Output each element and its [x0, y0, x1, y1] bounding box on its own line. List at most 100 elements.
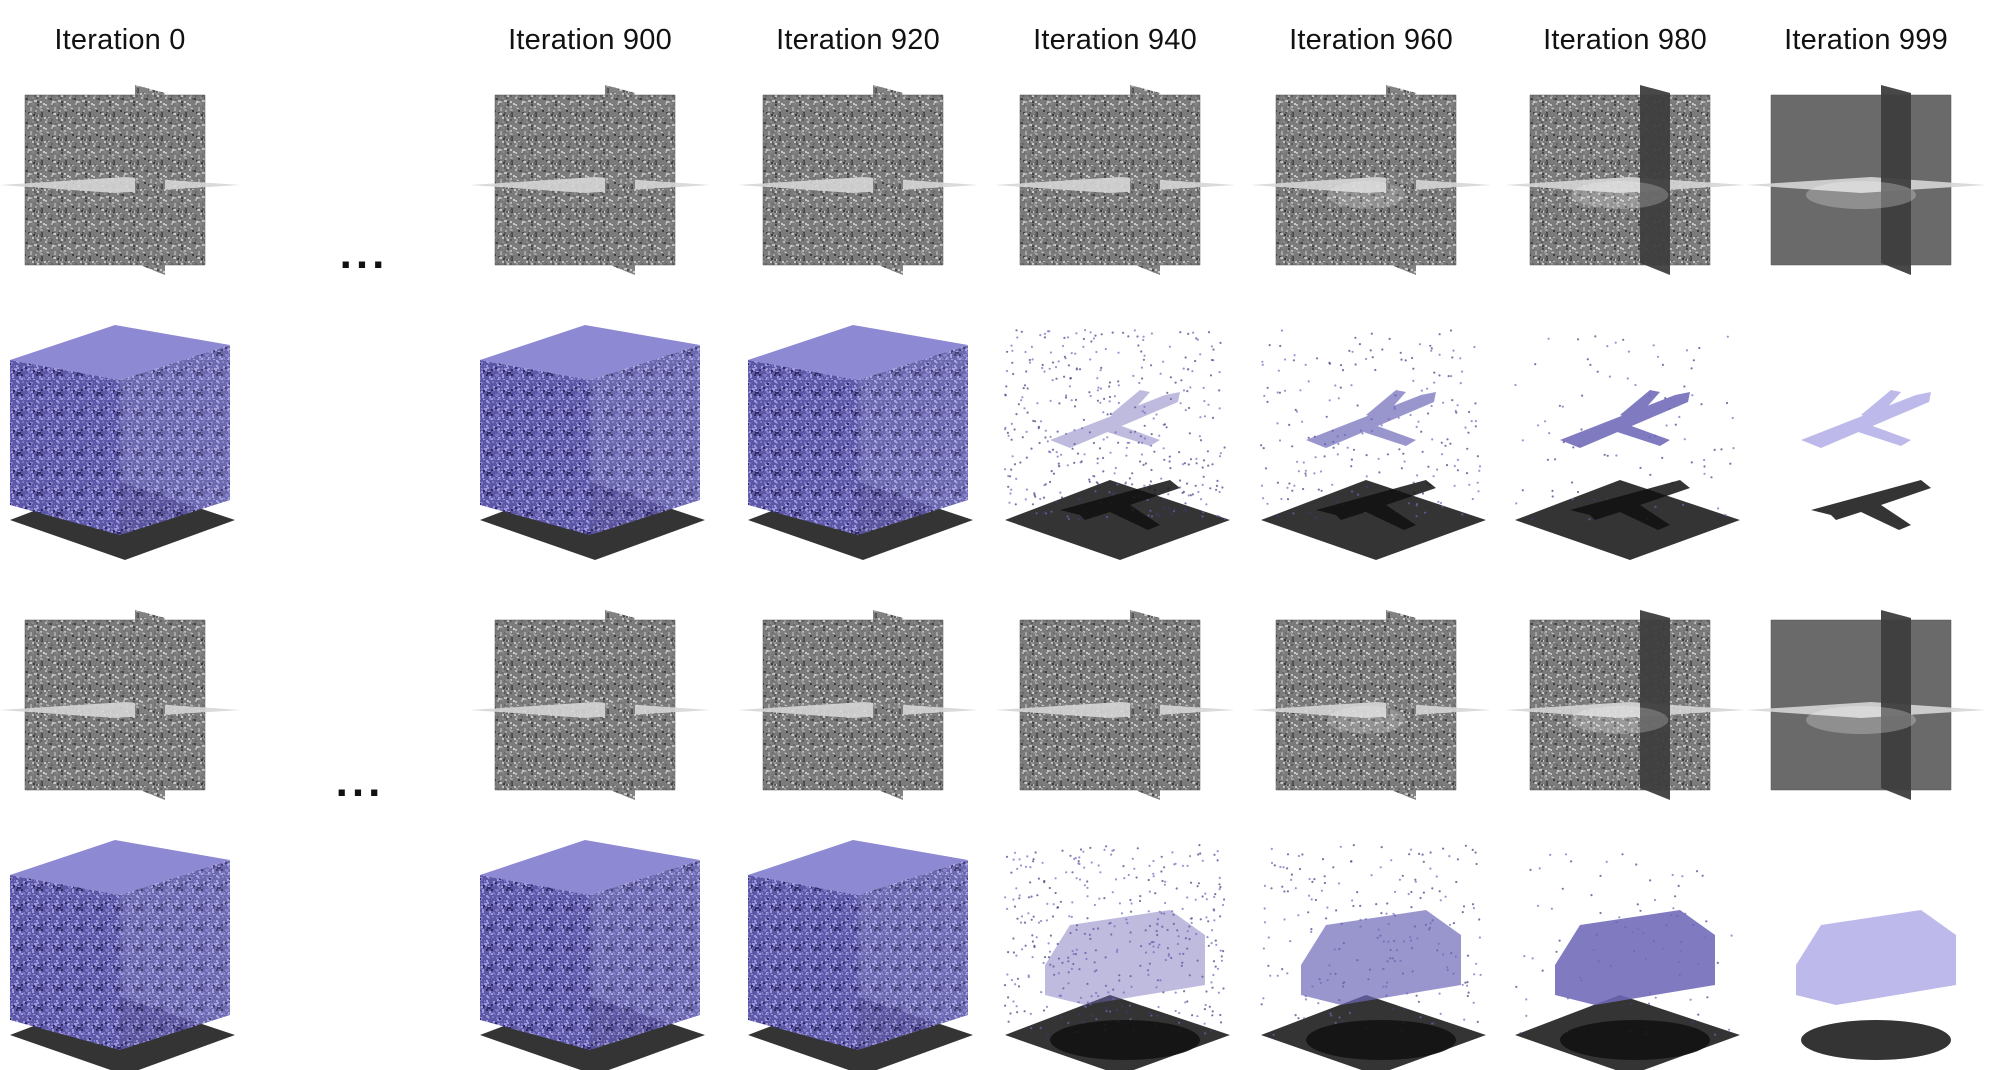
- slice-plane-front: [1386, 610, 1416, 800]
- airplane-shadow: [1060, 480, 1180, 530]
- cell-slices-airplane-1: [465, 85, 715, 320]
- cell-points-airplane-3: [990, 320, 1240, 560]
- van-shape: [1301, 910, 1461, 1005]
- slice-plane-horizontal: [738, 702, 978, 718]
- column-label-iteration-980: Iteration 980: [1543, 24, 1707, 56]
- cube-left: [748, 875, 858, 1050]
- point-cloud: [1003, 329, 1230, 560]
- volume-slices: [470, 610, 710, 800]
- slice-plane-horizontal: [1746, 177, 1986, 193]
- cube-left: [10, 360, 120, 535]
- volume-slices: [1251, 610, 1491, 800]
- cell-slices-airplane-6: [1741, 85, 1991, 320]
- slice-plane-front: [605, 610, 635, 800]
- cell-slices-airplane-5: [1500, 85, 1750, 320]
- cell-points-van-3: [990, 835, 1240, 1070]
- slice-plane-horizontal: [1505, 702, 1745, 718]
- cell-slices-airplane-4: [1246, 85, 1496, 320]
- slice-plane-front: [1130, 610, 1160, 800]
- van-shadow: [1306, 1020, 1456, 1060]
- airplane-shadow: [1316, 480, 1436, 530]
- point-cloud: [1514, 335, 1740, 560]
- cube-top: [10, 840, 230, 895]
- cube-left: [748, 360, 858, 535]
- cube-right: [120, 860, 230, 1050]
- column-label-iteration-920: Iteration 920: [776, 24, 940, 56]
- cell-slices-airplane-0: [0, 85, 245, 320]
- slice-plane-horizontal: [1251, 177, 1491, 193]
- volume-slices: [1746, 610, 1986, 800]
- slice-plane-horizontal: [1746, 702, 1986, 718]
- airplane-shape: [1560, 390, 1690, 448]
- point-cloud: [748, 840, 973, 1070]
- slice-plane-horizontal: [1251, 702, 1491, 718]
- slice-plane-horizontal: [0, 702, 240, 718]
- cell-slices-van-0: [0, 610, 245, 845]
- van-shadow: [1801, 1020, 1951, 1060]
- column-label-iteration-960: Iteration 960: [1289, 24, 1453, 56]
- van-shadow: [1050, 1020, 1200, 1060]
- slice-plane-front: [135, 610, 165, 800]
- slice-plane-front: [1130, 85, 1160, 275]
- ellipsis-bottom: ...: [335, 757, 385, 806]
- slice-plane-horizontal: [738, 177, 978, 193]
- cube-right: [858, 860, 968, 1050]
- cube-top: [748, 325, 968, 380]
- slice-plane-front: [1386, 85, 1416, 275]
- cube-top: [480, 840, 700, 895]
- volume-slices: [1251, 85, 1491, 275]
- cell-points-airplane-0: [0, 320, 245, 560]
- cell-points-van-0: [0, 835, 245, 1070]
- cube-top: [480, 325, 700, 380]
- van-shadow: [1560, 1020, 1710, 1060]
- volume-slices: [0, 85, 240, 275]
- point-cloud: [10, 325, 235, 560]
- ground-shadow: [1261, 480, 1486, 560]
- cell-points-van-4: [1246, 835, 1496, 1070]
- volume-slices: [738, 85, 978, 275]
- cube-right: [858, 345, 968, 535]
- cell-points-van-6: [1741, 835, 1991, 1070]
- airplane-shadow: [1811, 480, 1931, 530]
- van-shape: [1555, 910, 1715, 1005]
- cell-points-airplane-1: [465, 320, 715, 560]
- point-cloud: [1260, 329, 1486, 560]
- cell-points-van-2: [733, 835, 983, 1070]
- slice-plane-horizontal: [1505, 177, 1745, 193]
- airplane-shape: [1801, 390, 1931, 448]
- slice-plane-horizontal: [995, 702, 1235, 718]
- volume-slices: [470, 85, 710, 275]
- slice-plane-front: [1640, 610, 1670, 800]
- airplane-shadow: [1570, 480, 1690, 530]
- cell-slices-airplane-3: [990, 85, 1240, 320]
- point-cloud: [480, 325, 705, 560]
- slice-plane-front: [1881, 610, 1911, 800]
- column-label-iteration-0: Iteration 0: [54, 24, 186, 56]
- ground-shadow: [1005, 480, 1230, 560]
- van-shape: [1796, 910, 1956, 1005]
- slice-plane-front: [135, 85, 165, 275]
- cell-points-airplane-6: [1741, 320, 1991, 555]
- slice-plane-front: [873, 610, 903, 800]
- cube-top: [748, 840, 968, 895]
- volume-slices: [995, 610, 1235, 800]
- cell-slices-van-4: [1246, 610, 1496, 845]
- slice-shape-hint: [1327, 706, 1405, 734]
- volume-slices: [0, 610, 240, 800]
- point-scatter: [1003, 844, 1226, 1036]
- slice-shape-hint: [1806, 181, 1916, 209]
- volume-slices: [1505, 85, 1745, 275]
- slice-shape-hint: [1327, 181, 1405, 209]
- slice-shape-hint: [1571, 706, 1669, 734]
- cell-slices-van-5: [1500, 610, 1750, 845]
- ground-shadow: [1515, 480, 1740, 560]
- airplane-shape: [1306, 390, 1436, 448]
- cell-slices-van-6: [1741, 610, 1991, 845]
- volume-slices: [1505, 610, 1745, 800]
- cell-points-airplane-2: [733, 320, 983, 560]
- cell-points-van-1: [465, 835, 715, 1070]
- column-label-iteration-999: Iteration 999: [1784, 24, 1948, 56]
- column-label-iteration-900: Iteration 900: [508, 24, 672, 56]
- cell-slices-van-2: [733, 610, 983, 845]
- point-cloud: [748, 325, 973, 560]
